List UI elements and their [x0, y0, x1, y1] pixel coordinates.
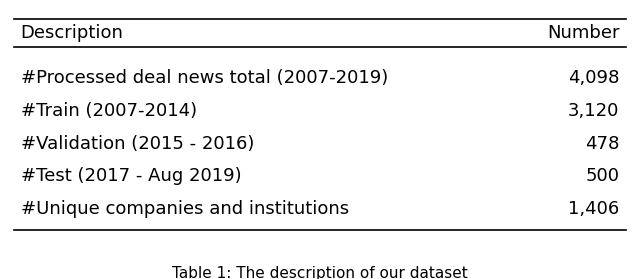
Text: #Processed deal news total (2007-2019): #Processed deal news total (2007-2019) [20, 69, 388, 87]
Text: Number: Number [547, 24, 620, 42]
Text: #Test (2017 - Aug 2019): #Test (2017 - Aug 2019) [20, 167, 241, 185]
Text: Description: Description [20, 24, 124, 42]
Text: 4,098: 4,098 [568, 69, 620, 87]
Text: #Validation (2015 - 2016): #Validation (2015 - 2016) [20, 134, 254, 153]
Text: #Train (2007-2014): #Train (2007-2014) [20, 102, 196, 120]
Text: 1,406: 1,406 [568, 200, 620, 218]
Text: 478: 478 [585, 134, 620, 153]
Text: 3,120: 3,120 [568, 102, 620, 120]
Text: 500: 500 [586, 167, 620, 185]
Text: #Unique companies and institutions: #Unique companies and institutions [20, 200, 349, 218]
Text: Table 1: The description of our dataset: Table 1: The description of our dataset [172, 266, 468, 279]
